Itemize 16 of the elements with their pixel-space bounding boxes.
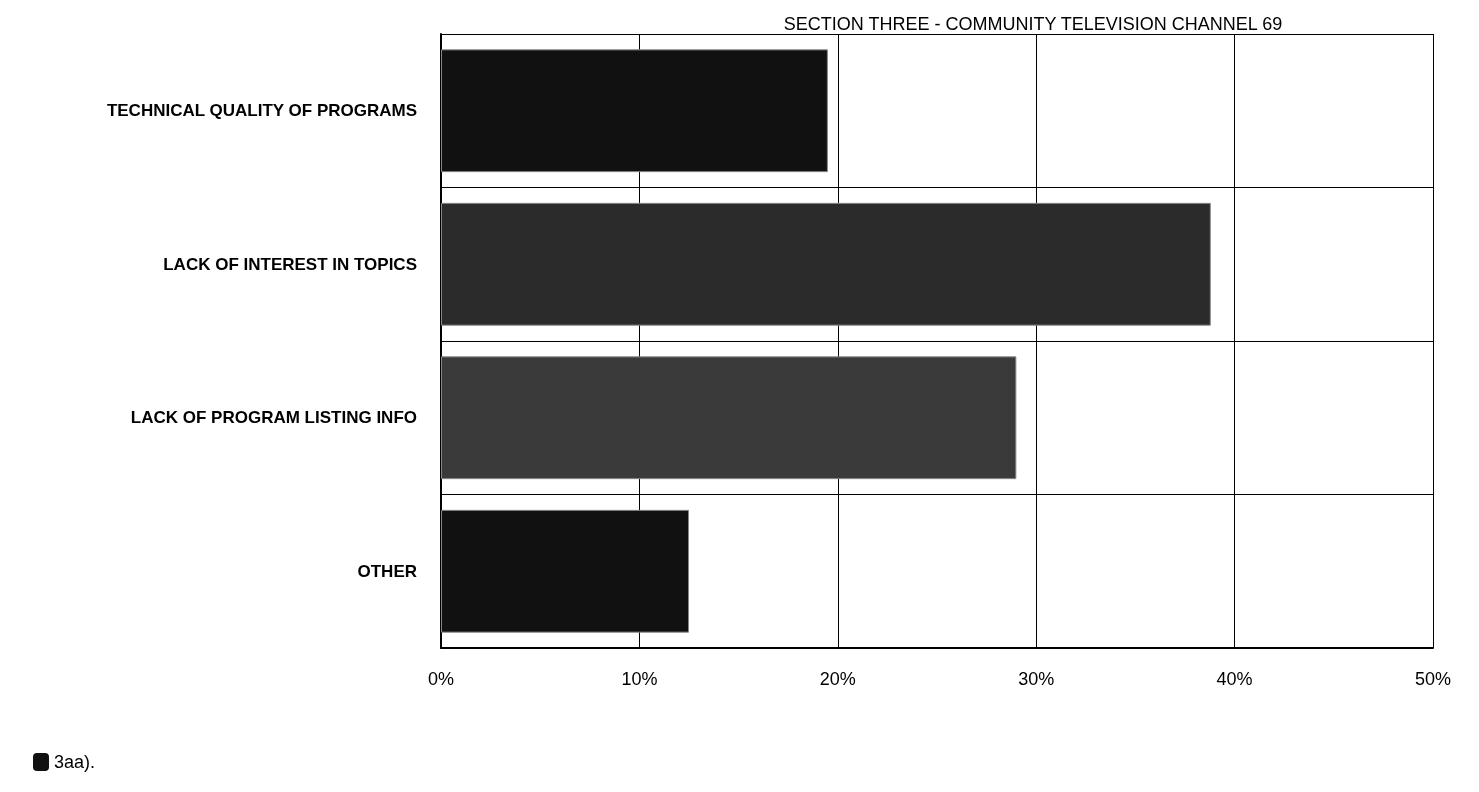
x-tick-label: 0% (427, 669, 455, 689)
y-tick-label: LACK OF INTEREST IN TOPICS (163, 254, 417, 274)
x-tick-label: 20% (819, 669, 856, 689)
y-tick-label: OTHER (357, 561, 417, 581)
x-tick-label: 30% (1018, 669, 1055, 689)
legend-label: 3aa). (54, 752, 96, 772)
bar (441, 356, 1017, 480)
y-tick-label: LACK OF PROGRAM LISTING INFO (130, 408, 417, 428)
bar (441, 49, 828, 173)
bar (441, 509, 689, 633)
y-tick-label: TECHNICAL QUALITY OF PROGRAMS (106, 101, 417, 121)
x-tick-label: 10% (621, 669, 658, 689)
x-tick-label: 50% (1414, 669, 1452, 689)
bar (441, 202, 1211, 326)
x-tick-label: 40% (1216, 669, 1253, 689)
chart-title: SECTION THREE - COMMUNITY TELEVISION CHANNEL 69 (783, 14, 1283, 34)
